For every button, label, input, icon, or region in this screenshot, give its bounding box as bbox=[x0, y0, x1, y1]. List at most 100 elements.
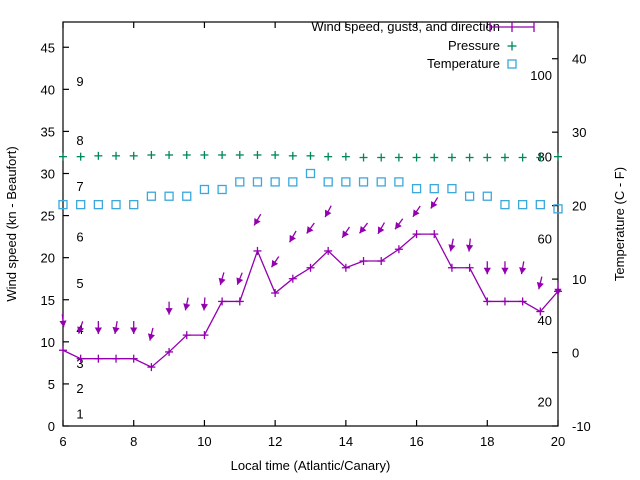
wind-direction-arrow bbox=[147, 327, 155, 341]
temperature-point bbox=[394, 177, 404, 187]
temperature-point bbox=[288, 177, 298, 187]
wind-direction-arrow bbox=[554, 282, 562, 296]
wind-direction-arrow bbox=[394, 218, 404, 230]
wind-direction-arrow bbox=[536, 276, 544, 290]
temperature-point bbox=[93, 199, 104, 210]
temperature-point bbox=[305, 168, 316, 179]
y-tick-label: 25 bbox=[41, 209, 55, 224]
beaufort-label: 5 bbox=[76, 276, 83, 291]
y-axis-label: Wind speed (kn - Beaufort) bbox=[4, 146, 19, 301]
temperature-point bbox=[341, 177, 351, 187]
temperature-point bbox=[429, 183, 439, 194]
wind-direction-arrow bbox=[200, 297, 209, 311]
wind-direction-arrow bbox=[430, 197, 439, 209]
y2-tick-label: -10 bbox=[572, 419, 591, 434]
temperature-point bbox=[482, 191, 492, 201]
y-tick-label: 40 bbox=[41, 82, 55, 97]
wind-direction-arrow bbox=[483, 261, 491, 275]
x-tick-label: 14 bbox=[339, 434, 353, 449]
x-tick-label: 6 bbox=[59, 434, 66, 449]
temperature-point bbox=[464, 191, 475, 201]
wind-direction-arrow bbox=[270, 256, 280, 268]
y-tick-label: 0 bbox=[48, 419, 55, 434]
x-tick-label: 18 bbox=[480, 434, 494, 449]
legend-sample-square bbox=[507, 59, 517, 69]
wind-direction-arrow bbox=[59, 314, 67, 328]
fahrenheit-tick-label: 80 bbox=[538, 150, 552, 165]
temperature-point bbox=[129, 199, 139, 210]
temperature-point bbox=[252, 177, 263, 187]
wind-direction-arrow bbox=[289, 230, 297, 243]
wind-direction-arrow bbox=[448, 238, 456, 252]
temperature-point bbox=[182, 191, 192, 201]
beaufort-label: 6 bbox=[76, 230, 83, 245]
y-tick-label: 20 bbox=[41, 251, 55, 266]
wind-direction-arrow bbox=[359, 222, 369, 234]
wind-direction-arrow bbox=[341, 226, 351, 239]
y2-tick-label: 20 bbox=[572, 199, 586, 214]
wind-direction-arrow bbox=[501, 261, 509, 275]
wind-direction-arrow bbox=[94, 321, 102, 335]
wind-direction-arrow bbox=[466, 238, 474, 252]
temperature-point bbox=[553, 204, 563, 214]
temperature-point bbox=[111, 199, 121, 210]
y2-tick-label: 10 bbox=[572, 272, 586, 287]
y2-tick-label: 30 bbox=[572, 125, 586, 140]
legend-label-2: Temperature bbox=[427, 56, 500, 71]
beaufort-label: 9 bbox=[76, 74, 83, 89]
temperature-point bbox=[235, 177, 245, 187]
temperature-point bbox=[376, 177, 386, 187]
fahrenheit-tick-label: 40 bbox=[538, 313, 552, 328]
y2-tick-label: 0 bbox=[572, 346, 579, 361]
wind-direction-arrow bbox=[412, 205, 421, 218]
wind-direction-arrow bbox=[519, 261, 527, 275]
temperature-point bbox=[323, 177, 333, 187]
y2-tick-label: 40 bbox=[572, 52, 586, 67]
temperature-point bbox=[270, 177, 280, 187]
beaufort-label: 7 bbox=[76, 179, 83, 194]
fahrenheit-tick-label: 60 bbox=[538, 231, 552, 246]
temperature-point bbox=[199, 184, 210, 195]
wind-direction-arrow bbox=[165, 301, 173, 315]
legend-label-0: Wind speed, gusts, and direction bbox=[311, 19, 500, 34]
x-tick-label: 20 bbox=[551, 434, 565, 449]
x-tick-label: 10 bbox=[197, 434, 211, 449]
temperature-point bbox=[164, 191, 174, 201]
beaufort-label: 3 bbox=[76, 356, 83, 371]
temperature-point bbox=[146, 191, 157, 201]
y-tick-label: 35 bbox=[41, 124, 55, 139]
y-tick-label: 30 bbox=[41, 167, 55, 182]
wind-direction-arrow bbox=[218, 272, 226, 286]
x-tick-label: 16 bbox=[409, 434, 423, 449]
fahrenheit-tick-label: 20 bbox=[538, 395, 552, 410]
y-tick-label: 15 bbox=[41, 293, 55, 308]
temperature-point bbox=[217, 184, 227, 195]
temperature-point bbox=[58, 199, 68, 210]
temperature-point bbox=[411, 183, 422, 194]
wind-direction-arrow bbox=[253, 213, 262, 226]
wind-direction-arrow bbox=[77, 321, 85, 334]
temperature-point bbox=[500, 199, 510, 210]
wind-direction-arrow bbox=[183, 297, 191, 311]
wind-direction-arrow bbox=[324, 205, 332, 218]
x-axis-label: Local time (Atlantic/Canary) bbox=[231, 458, 391, 473]
wind-direction-arrow bbox=[112, 321, 120, 335]
temperature-point bbox=[517, 199, 528, 210]
y2-axis-label: Temperature (C - F) bbox=[612, 167, 627, 281]
beaufort-label: 2 bbox=[76, 381, 83, 396]
temperature-point bbox=[535, 199, 545, 210]
wind-direction-arrow bbox=[236, 272, 244, 285]
fahrenheit-tick-label: 100 bbox=[530, 68, 552, 83]
temperature-point bbox=[447, 183, 457, 194]
wind-speed-line bbox=[62, 233, 559, 368]
wind-direction-arrow bbox=[377, 222, 386, 235]
y-tick-label: 5 bbox=[48, 377, 55, 392]
beaufort-label: 8 bbox=[76, 133, 83, 148]
wind-direction-arrow bbox=[306, 222, 315, 234]
y-tick-label: 45 bbox=[41, 40, 55, 55]
x-tick-label: 8 bbox=[130, 434, 137, 449]
y-tick-label: 10 bbox=[41, 335, 55, 350]
plot-frame bbox=[62, 21, 559, 427]
